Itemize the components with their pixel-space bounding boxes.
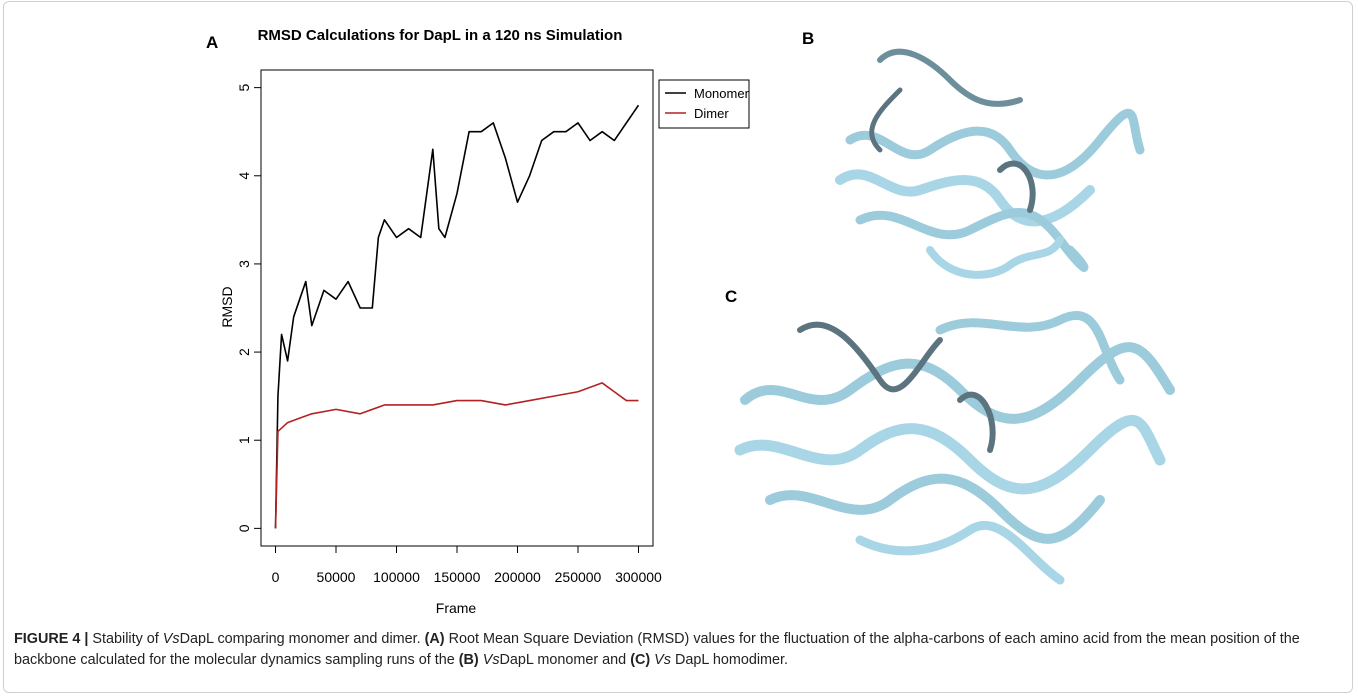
x-tick-label: 100000 [373,569,420,585]
panel-label: C [725,287,737,306]
caption-text: (C) [630,652,655,668]
legend-box [658,79,750,129]
panel-label: B [802,29,814,48]
panel-label: A [206,33,218,52]
x-tick-label: 50000 [317,569,356,585]
y-tick-label: 0 [236,524,252,532]
chart-title: RMSD Calculations for DapL in a 120 ns S… [258,27,623,44]
x-tick-label: 150000 [434,569,481,585]
caption-text: DapL comparing monomer and dimer. [179,631,425,647]
caption-text: Vs [654,652,671,668]
x-tick-label: 300000 [615,569,662,585]
caption-text: Root Mean Square Deviation (RMSD) values… [14,631,1300,668]
caption-text: (A) [424,631,445,647]
y-tick-label: 2 [236,348,252,356]
protein-monomer [835,48,1145,279]
protein-dimer [734,310,1175,585]
caption-text: (B) [458,652,483,668]
y-tick-label: 1 [236,436,252,444]
figure-caption: FIGURE 4 | Stability of VsDapL comparing… [14,629,1348,671]
caption-text: Vs [482,652,500,668]
caption-text: Vs [162,631,180,647]
figure: A B C RMSD Calculations for DapL in a 12… [206,27,1175,616]
caption-text: FIGURE 4 | [14,631,89,647]
caption-text: DapL monomer and [499,652,631,668]
y-tick-label: 3 [236,260,252,268]
x-axis-label: Frame [436,600,477,616]
y-tick-label: 5 [236,84,252,92]
series-line [274,382,639,529]
y-tick-label: 4 [236,172,252,180]
x-tick-label: 0 [272,569,280,585]
figure-border [3,1,1353,693]
caption-text: Stability of [88,631,163,647]
caption-text: DapL homodimer. [670,652,789,668]
x-tick-label: 250000 [555,569,602,585]
series-line [274,104,640,529]
legend-label: Monomer [694,86,750,101]
legend-label: Dimer [694,106,729,121]
y-axis-label: RMSD [219,286,235,327]
x-tick-label: 200000 [494,569,541,585]
plot-frame [260,69,654,547]
